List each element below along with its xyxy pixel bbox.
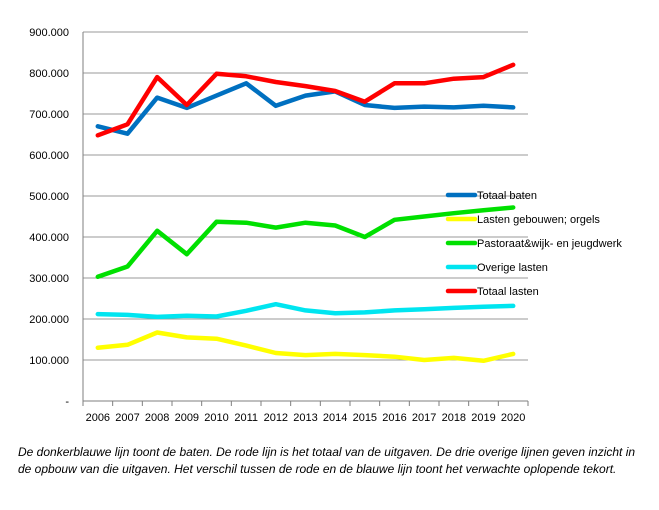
x-tick-label: 2020	[501, 412, 525, 424]
chart-caption: De donkerblauwe lijn toont de baten. De …	[18, 445, 636, 476]
x-tick-label: 2008	[145, 412, 169, 424]
x-tick-label: 2015	[353, 412, 377, 424]
x-tick-label: 2009	[175, 412, 199, 424]
series-line	[95, 62, 516, 138]
y-tick-label: 400.000	[29, 232, 69, 244]
legend-label: Totaal lasten	[477, 286, 539, 298]
series-line	[95, 330, 516, 364]
y-tick-label: 200.000	[29, 314, 69, 326]
legend-label: Totaal baten	[477, 190, 537, 202]
x-tick-label: 2010	[204, 412, 228, 424]
y-tick-label: 500.000	[29, 191, 69, 203]
x-tick-label: 2019	[471, 412, 495, 424]
x-tick-label: 2014	[323, 412, 347, 424]
x-tick-label: 2011	[234, 412, 258, 424]
y-tick-label: 600.000	[29, 150, 69, 162]
axes	[82, 32, 529, 406]
x-tick-label: 2013	[293, 412, 317, 424]
y-tick-label: 800.000	[29, 68, 69, 80]
line-chart: - 100.000 200.000 300.000 400.000 500.000 600.…	[29, 27, 622, 424]
chart-frame: - 100.000 200.000 300.000 400.000 500.000 600.…	[29, 27, 622, 424]
y-tick-label: 100.000	[29, 355, 69, 367]
legend-label: Overige lasten	[477, 262, 548, 274]
x-tick-label: 2006	[86, 412, 110, 424]
y-tick-label: 900.000	[29, 27, 69, 39]
x-tick-label: 2018	[442, 412, 466, 424]
y-tick-label: 700.000	[29, 109, 69, 121]
y-axis-tick-labels: - 100.000 200.000 300.000 400.000 500.000 600.…	[29, 27, 69, 408]
x-tick-label: 2017	[412, 412, 436, 424]
series-lines	[95, 62, 516, 364]
series-line	[95, 81, 516, 136]
x-axis-tick-labels: 2006 2007 2008 2009 2010 2011 2012 2013 2014 2015…	[86, 412, 526, 424]
x-tick-label: 2007	[115, 412, 139, 424]
legend-label: Lasten gebouwen; orgels	[477, 214, 600, 226]
series-line	[95, 301, 516, 320]
y-tick-label: 300.000	[29, 273, 69, 285]
legend-label: Pastoraat&wijk- en jeugdwerk	[477, 238, 622, 250]
series-line	[95, 205, 516, 280]
y-tick-label: -	[65, 396, 69, 408]
legend: Totaal baten Lasten gebouwen; orgels Pasto…	[445, 190, 622, 298]
x-tick-label: 2012	[264, 412, 288, 424]
x-tick-label: 2016	[382, 412, 406, 424]
